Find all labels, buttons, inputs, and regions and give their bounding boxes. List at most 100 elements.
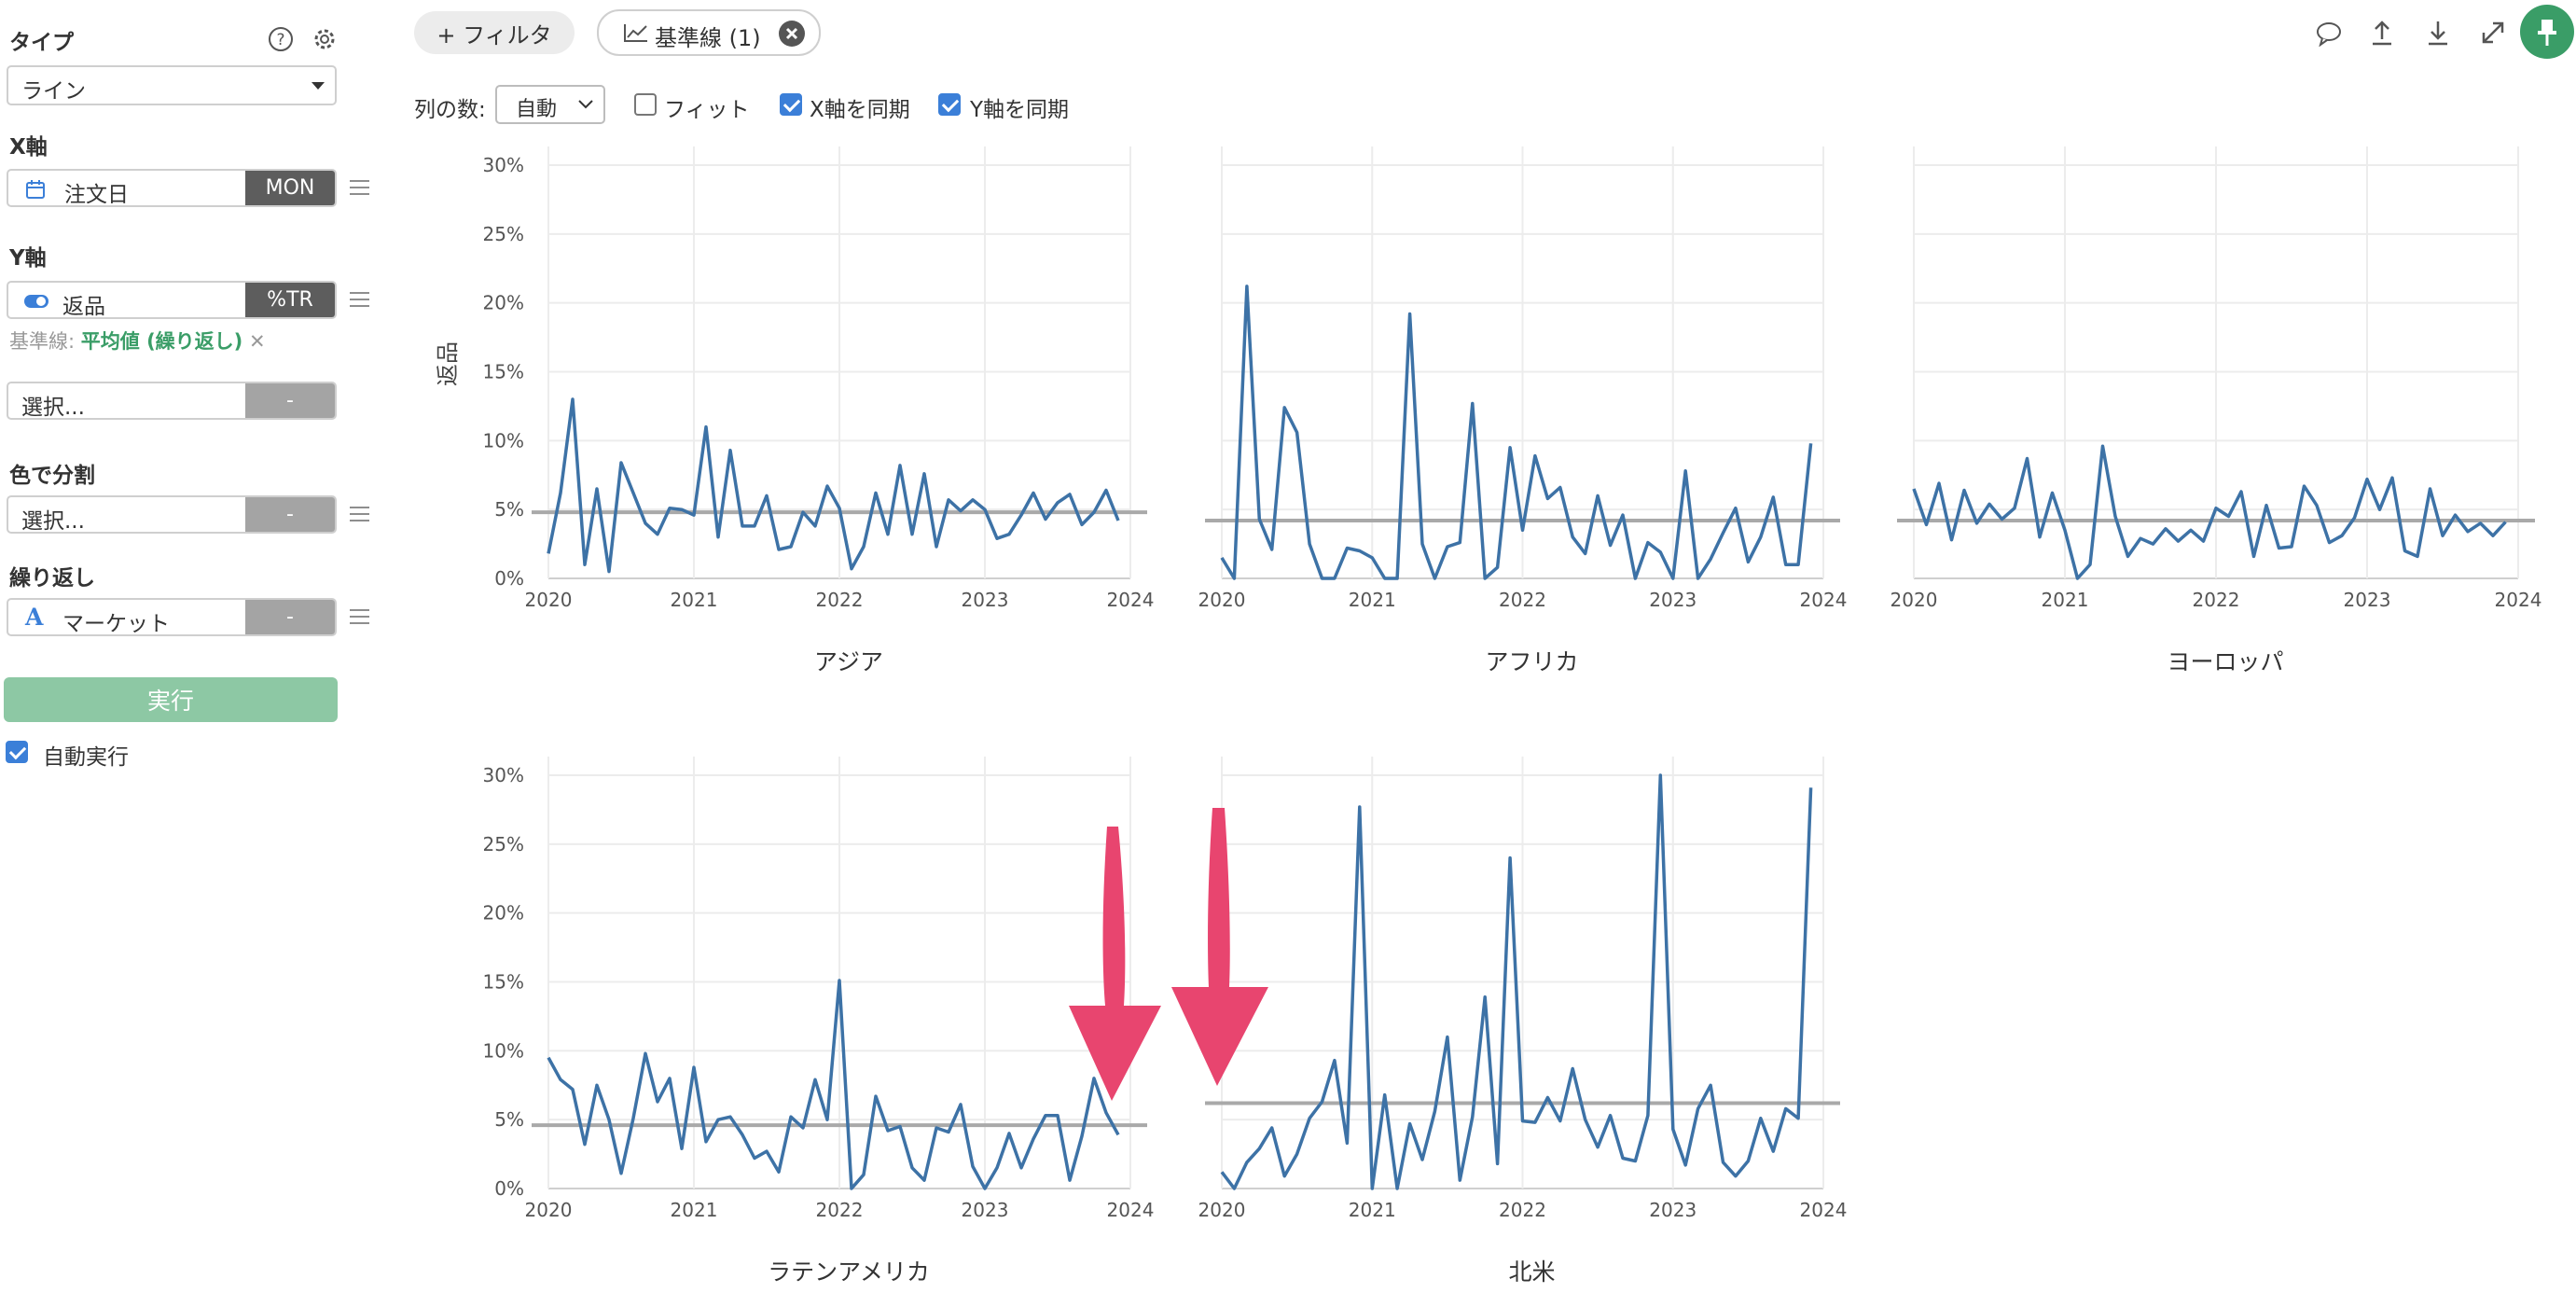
- x-tick-label: 2021: [2042, 589, 2089, 611]
- chevron-down-icon: [578, 100, 593, 109]
- type-section-title: タイプ: [9, 31, 74, 55]
- repeat-title: 繰り返し: [9, 566, 95, 591]
- y-tick-label: 30%: [483, 764, 524, 786]
- y-tick-label: 15%: [483, 361, 524, 383]
- y-axis-field-label: 返品: [62, 295, 105, 319]
- baseline-chip[interactable]: 基準線 (1): [597, 9, 821, 56]
- y-tick-label: 5%: [494, 1108, 524, 1131]
- x-axis-field-label: 注文日: [64, 183, 129, 207]
- x-tick-label: 2022: [816, 589, 864, 611]
- text-type-icon: A: [25, 604, 44, 631]
- panel-title: 北米: [1508, 1258, 1555, 1286]
- x-axis-title: X軸: [9, 135, 48, 160]
- x-tick-label: 2020: [1198, 589, 1246, 611]
- color-split-placeholder: 選択...: [21, 509, 85, 534]
- line-chart-icon: [624, 24, 647, 42]
- x-axis-field[interactable]: 注文日 MON: [7, 169, 337, 207]
- add-filter-button[interactable]: + フィルタ: [414, 11, 575, 54]
- comment-icon[interactable]: [2315, 21, 2343, 50]
- y-tick-label: 20%: [483, 902, 524, 925]
- y-axis-label: 返品: [435, 341, 461, 386]
- y-tick-label: 10%: [483, 429, 524, 452]
- y-tick-label: 0%: [494, 567, 524, 590]
- y-axis-field[interactable]: 返品 %TR: [7, 281, 337, 319]
- baseline-value-link[interactable]: 平均値 (繰り返し): [80, 330, 243, 353]
- columns-label: 列の数:: [414, 98, 486, 122]
- x-tick-label: 2020: [525, 1199, 573, 1221]
- y-tick-label: 15%: [483, 971, 524, 994]
- y-tick-label: 10%: [483, 1039, 524, 1062]
- x-tick-label: 2022: [2193, 589, 2240, 611]
- panel-title: ラテンアメリカ: [768, 1258, 930, 1286]
- x-tick-label: 2023: [1649, 1199, 1697, 1221]
- baseline-chip-label: 基準線 (1): [655, 25, 761, 51]
- columns-select[interactable]: 自動: [495, 85, 605, 124]
- sync-x-checkbox[interactable]: [780, 93, 802, 116]
- y-axis-second-aggregation[interactable]: -: [245, 383, 335, 418]
- panel-title: ヨーロッパ: [2167, 648, 2283, 675]
- upload-icon[interactable]: [2369, 19, 2395, 50]
- chart-type-select[interactable]: ライン: [7, 65, 337, 105]
- auto-run-checkbox[interactable]: [6, 741, 28, 763]
- x-tick-label: 2020: [1890, 589, 1938, 611]
- x-tick-label: 2021: [1349, 1199, 1396, 1221]
- baseline-remove-icon[interactable]: ✕: [248, 330, 266, 353]
- x-tick-label: 2023: [2344, 589, 2391, 611]
- y-axis-second-select[interactable]: 選択... -: [7, 382, 337, 420]
- y-axis-menu-icon[interactable]: [350, 292, 369, 312]
- download-icon[interactable]: [2425, 19, 2451, 50]
- x-tick-label: 2021: [1349, 589, 1396, 611]
- y-axis-second-placeholder: 選択...: [21, 396, 85, 420]
- annotation-arrow: [1171, 808, 1268, 1086]
- chart-type-value: ライン: [21, 79, 86, 104]
- panel-title: アジア: [814, 648, 883, 675]
- gear-icon[interactable]: [312, 26, 338, 52]
- y-tick-label: 30%: [483, 154, 524, 176]
- sync-y-label: Y軸を同期: [970, 98, 1070, 122]
- y-axis-aggregation-button[interactable]: %TR: [245, 283, 335, 317]
- x-tick-label: 2023: [1649, 589, 1697, 611]
- color-split-select[interactable]: 選択... -: [7, 495, 337, 534]
- x-tick-label: 2020: [525, 589, 573, 611]
- color-split-menu-icon[interactable]: [350, 507, 369, 526]
- run-button[interactable]: 実行: [4, 677, 338, 722]
- x-tick-label: 2024: [1800, 589, 1848, 611]
- y-tick-label: 5%: [494, 498, 524, 521]
- x-tick-label: 2024: [1107, 589, 1155, 611]
- panel-title: アフリカ: [1485, 648, 1578, 675]
- calendar-icon: [26, 180, 45, 199]
- x-axis-aggregation-button[interactable]: MON: [245, 171, 335, 205]
- svg-text:?: ?: [276, 31, 284, 49]
- baseline-prefix: 基準線:: [9, 330, 76, 353]
- x-tick-label: 2024: [1800, 1199, 1848, 1221]
- x-tick-label: 2021: [671, 589, 718, 611]
- repeat-field-label: マーケット: [62, 612, 170, 636]
- x-tick-label: 2022: [816, 1199, 864, 1221]
- x-axis-menu-icon[interactable]: [350, 180, 369, 200]
- pin-icon[interactable]: [2520, 5, 2574, 59]
- color-split-aggregation[interactable]: -: [245, 497, 335, 532]
- x-tick-label: 2024: [2495, 589, 2542, 611]
- auto-run-label: 自動実行: [43, 745, 129, 770]
- repeat-field[interactable]: A マーケット -: [7, 598, 337, 636]
- x-tick-label: 2022: [1499, 589, 1546, 611]
- color-split-title: 色で分割: [9, 464, 95, 488]
- x-tick-label: 2022: [1499, 1199, 1546, 1221]
- series-line: [1220, 773, 1813, 1190]
- close-circle-icon[interactable]: [778, 20, 806, 48]
- y-axis-title: Y軸: [9, 246, 47, 271]
- series-line: [547, 979, 1120, 1190]
- series-line: [1912, 444, 2507, 580]
- x-tick-label: 2024: [1107, 1199, 1155, 1221]
- x-tick-label: 2023: [962, 589, 1009, 611]
- fit-checkbox[interactable]: [634, 93, 657, 116]
- sync-y-checkbox[interactable]: [938, 93, 961, 116]
- repeat-aggregation[interactable]: -: [245, 600, 335, 634]
- repeat-menu-icon[interactable]: [350, 609, 369, 629]
- columns-value: 自動: [516, 98, 558, 121]
- help-icon[interactable]: ?: [268, 26, 294, 52]
- x-tick-label: 2020: [1198, 1199, 1246, 1221]
- y-tick-label: 20%: [483, 292, 524, 314]
- expand-icon[interactable]: [2479, 19, 2507, 50]
